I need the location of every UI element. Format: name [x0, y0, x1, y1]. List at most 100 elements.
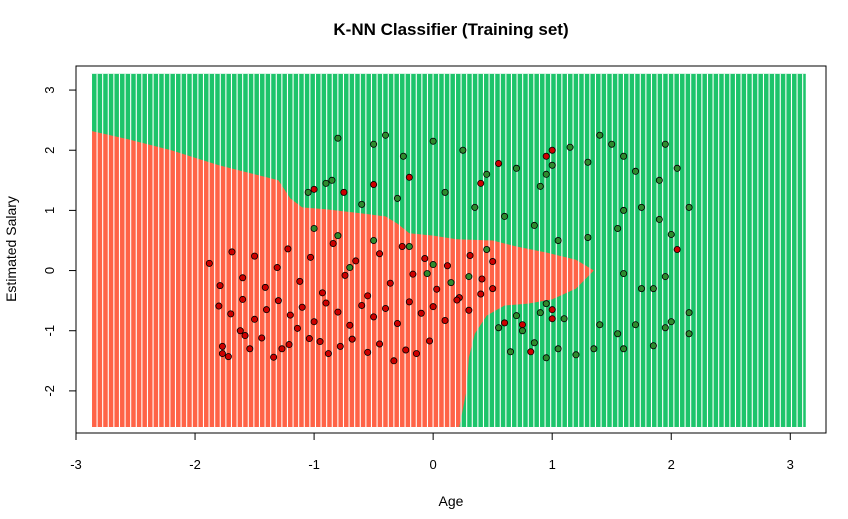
data-point-class-0	[329, 239, 337, 247]
data-point-class-0	[402, 346, 410, 354]
data-point-class-1	[328, 176, 336, 184]
data-point-class-1	[334, 232, 342, 240]
data-point-class-1	[423, 270, 431, 278]
y-tick-label: 1	[42, 207, 57, 214]
data-point-class-1	[518, 327, 526, 335]
data-point-class-1	[554, 236, 562, 244]
data-point-class-0	[205, 259, 213, 267]
data-point-class-0	[364, 348, 372, 356]
data-point-class-1	[483, 170, 491, 178]
data-point-class-0	[227, 310, 235, 318]
data-point-class-1	[661, 273, 669, 281]
data-point-class-1	[685, 309, 693, 317]
data-point-class-0	[346, 321, 354, 329]
data-point-class-0	[390, 357, 398, 365]
data-point-class-0	[443, 262, 451, 270]
data-point-class-0	[293, 324, 301, 332]
data-point-class-1	[554, 345, 562, 353]
data-point-class-1	[304, 188, 312, 196]
data-point-class-0	[273, 264, 281, 272]
data-point-class-0	[405, 298, 413, 306]
data-point-class-0	[495, 159, 503, 167]
data-point-class-0	[216, 282, 224, 290]
data-point-class-1	[399, 152, 407, 160]
y-tick-label: 3	[42, 86, 57, 93]
data-point-class-0	[405, 173, 413, 181]
data-point-class-0	[466, 252, 474, 260]
data-point-class-0	[286, 311, 294, 319]
data-point-class-0	[477, 179, 485, 187]
x-tick-label: 1	[549, 457, 556, 472]
data-point-class-1	[465, 273, 473, 281]
data-point-class-1	[614, 224, 622, 232]
data-point-class-0	[441, 316, 449, 324]
data-point-class-0	[417, 309, 425, 317]
data-point-class-0	[548, 315, 556, 323]
data-point-class-0	[429, 303, 437, 311]
chart-title: K-NN Classifier (Training set)	[333, 20, 568, 39]
data-point-class-1	[596, 321, 604, 329]
data-point-class-1	[584, 158, 592, 166]
x-tick-label: 3	[787, 457, 794, 472]
data-point-class-0	[246, 345, 254, 353]
data-point-class-1	[649, 342, 657, 350]
data-point-class-1	[536, 182, 544, 190]
data-point-class-1	[637, 285, 645, 293]
data-point-class-1	[560, 315, 568, 323]
data-point-class-0	[393, 320, 401, 328]
data-point-class-0	[296, 277, 304, 285]
data-point-class-0	[278, 345, 286, 353]
data-point-class-1	[632, 167, 640, 175]
data-point-class-1	[393, 194, 401, 202]
decision-region-layer	[91, 73, 806, 427]
data-point-class-0	[489, 285, 497, 293]
data-point-class-0	[348, 335, 356, 343]
data-point-class-0	[478, 275, 486, 283]
data-point-class-0	[412, 350, 420, 358]
data-point-class-1	[620, 270, 628, 278]
data-point-class-0	[239, 274, 247, 282]
data-point-class-1	[542, 300, 550, 308]
y-tick-label: -1	[42, 325, 57, 337]
data-point-class-1	[542, 354, 550, 362]
data-point-class-0	[453, 296, 461, 304]
data-point-class-1	[536, 309, 544, 317]
data-point-class-1	[655, 176, 663, 184]
data-point-class-0	[258, 334, 266, 342]
data-point-class-0	[270, 353, 278, 361]
x-tick-label: -1	[308, 457, 320, 472]
data-point-class-1	[608, 140, 616, 148]
data-point-class-1	[405, 242, 413, 250]
data-point-class-0	[382, 304, 390, 312]
data-point-class-1	[459, 146, 467, 154]
y-axis-label: Estimated Salary	[3, 196, 19, 302]
data-point-class-1	[673, 164, 681, 172]
data-point-class-1	[566, 143, 574, 151]
data-point-class-0	[324, 350, 332, 358]
data-point-class-1	[530, 339, 538, 347]
data-point-class-1	[512, 164, 520, 172]
data-point-class-0	[542, 152, 550, 160]
data-point-class-0	[215, 302, 223, 310]
data-point-class-1	[429, 137, 437, 145]
x-axis-label: Age	[439, 493, 464, 509]
data-point-class-0	[548, 306, 556, 314]
data-point-class-1	[542, 170, 550, 178]
data-point-class-1	[620, 152, 628, 160]
data-point-class-1	[661, 324, 669, 332]
data-point-class-0	[298, 303, 306, 311]
data-point-class-0	[352, 257, 360, 265]
data-point-class-0	[341, 271, 349, 279]
data-point-class-0	[261, 283, 269, 291]
data-point-class-0	[465, 306, 473, 314]
data-point-class-0	[501, 319, 509, 327]
data-point-class-0	[340, 188, 348, 196]
data-point-class-0	[285, 341, 293, 349]
data-point-class-0	[673, 245, 681, 253]
data-point-class-0	[518, 321, 526, 329]
data-point-class-0	[336, 342, 344, 350]
data-point-class-1	[370, 236, 378, 244]
data-point-class-0	[364, 292, 372, 300]
data-point-class-0	[251, 315, 259, 323]
data-point-class-0	[370, 181, 378, 189]
